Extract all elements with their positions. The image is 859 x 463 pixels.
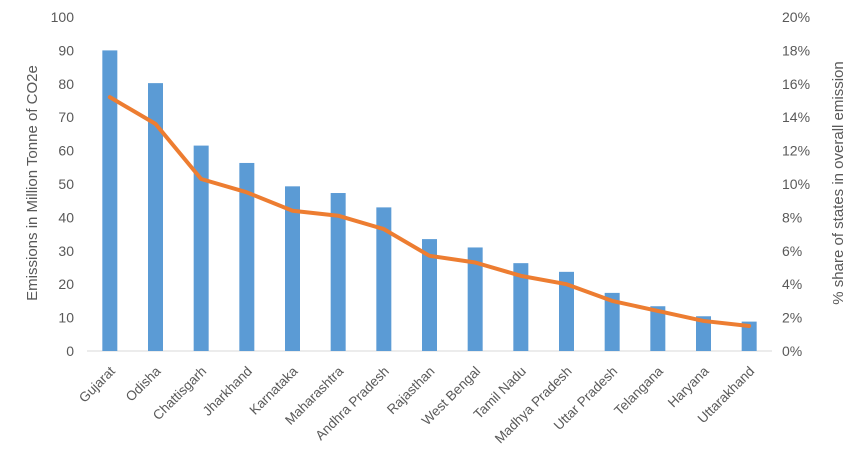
left-axis-ticks: 0 10 20 30 40 50 60 70 80 90 100 [51,9,75,359]
right-tick-label: 6% [782,243,802,259]
left-tick-label: 0 [66,343,74,359]
bar [376,207,392,351]
right-tick-label: 18% [782,42,810,58]
bar [604,292,620,351]
right-tick-label: 0% [782,343,802,359]
bar [102,50,118,352]
left-tick-label: 60 [58,143,74,159]
bar [650,306,666,351]
left-tick-label: 10 [58,310,74,326]
bar [741,321,757,351]
y2-axis-title: % share of states in overall emission [830,61,847,304]
category-label: Gujarat [76,363,118,405]
right-tick-label: 20% [782,9,810,25]
right-tick-label: 2% [782,310,802,326]
bar [285,186,300,351]
category-label: Telangana [611,363,666,418]
right-tick-label: 14% [782,109,810,125]
bar [330,193,346,351]
bar [193,145,209,351]
bar [513,263,529,351]
category-label: Madhya Pradesh [492,364,575,447]
category-label: Odisha [123,363,164,404]
right-tick-label: 4% [782,276,802,292]
bar [422,239,437,351]
bar [239,162,255,351]
category-label: Jharkhand [200,364,255,419]
bar [559,271,574,351]
left-tick-label: 50 [58,176,74,192]
left-tick-label: 20 [58,276,74,292]
bar-series [102,50,757,352]
bar [148,83,163,351]
left-tick-label: 100 [51,9,75,25]
right-tick-label: 10% [782,176,810,192]
right-tick-label: 16% [782,76,810,92]
left-tick-label: 80 [58,76,74,92]
left-tick-label: 40 [58,209,74,225]
y-axis-title: Emissions in Million Tonne of CO2e [24,65,41,301]
bar [696,316,711,351]
left-tick-label: 90 [58,42,74,58]
category-labels: Gujarat OdishaChattisgarhJharkhandKarnata… [76,363,757,446]
right-tick-label: 8% [782,209,802,225]
right-tick-label: 12% [782,143,810,159]
share-line [107,95,752,328]
left-tick-label: 30 [58,243,74,259]
left-tick-label: 70 [58,109,74,125]
right-axis-ticks: 0% 2% 4% 6% 8% 10% 12% 14% 16% 18% 20% [782,9,810,359]
bar [467,247,483,351]
category-label: Haryana [665,363,712,410]
